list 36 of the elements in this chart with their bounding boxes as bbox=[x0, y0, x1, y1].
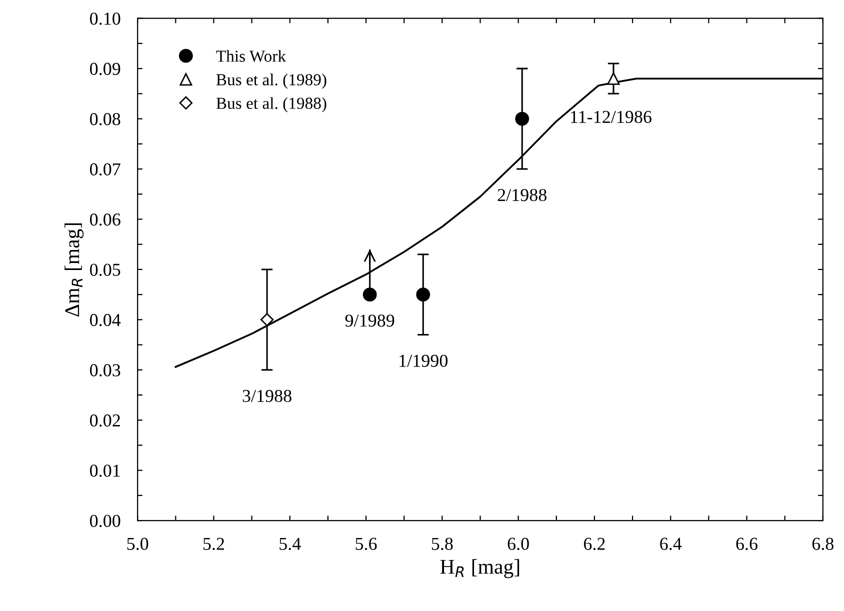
y-tick-label: 0.01 bbox=[90, 464, 120, 477]
y-tick-label: 0.08 bbox=[90, 113, 120, 126]
y-axis-title: Δm$_{R}$ [mag] bbox=[64, 223, 84, 316]
annotation: 2/1988 bbox=[498, 188, 547, 202]
y-tick-label: 0.04 bbox=[90, 314, 121, 326]
x-tick-label: 6.6 bbox=[736, 538, 758, 550]
legend-label: Bus et al. (1989) bbox=[216, 74, 326, 89]
annotation: 9/1989 bbox=[345, 314, 394, 327]
y-tick-label: 0.00 bbox=[90, 514, 120, 528]
point bbox=[607, 72, 620, 85]
x-tick-label: 5.0 bbox=[127, 538, 148, 550]
point bbox=[416, 288, 430, 302]
x-tick-label: 5.8 bbox=[432, 538, 453, 550]
annotation: 11-12/1986 bbox=[571, 110, 652, 124]
x-tick-label: 6.2 bbox=[584, 538, 605, 550]
x-tick-label: 5.6 bbox=[356, 538, 377, 550]
point bbox=[260, 313, 274, 326]
y-tick-label: 0.09 bbox=[90, 62, 120, 76]
legend-label: Bus et al. (1988) bbox=[216, 97, 326, 112]
x-tick-label: 5.4 bbox=[280, 538, 301, 550]
legend-label: This Work bbox=[216, 50, 286, 62]
y-tick-label: 0.07 bbox=[90, 163, 120, 176]
x-tick-label: 6.0 bbox=[508, 538, 529, 550]
annotation: 3/1988 bbox=[242, 390, 292, 402]
y-tick-label: 0.05 bbox=[90, 264, 120, 276]
point bbox=[362, 288, 377, 302]
point bbox=[515, 112, 530, 126]
y-tick-label: 0.10 bbox=[90, 12, 120, 25]
x-tick-label: 5.2 bbox=[203, 538, 224, 550]
y-tick-label: 0.03 bbox=[90, 364, 120, 376]
y-tick-label: 0.02 bbox=[90, 414, 120, 427]
x-tick-label: 6.4 bbox=[660, 538, 682, 550]
x-tick-label: 6.8 bbox=[812, 538, 834, 550]
annotation: 1/1990 bbox=[400, 354, 448, 367]
y-tick-label: 0.06 bbox=[90, 213, 120, 226]
x-axis-title: H$_{R}$ [mag] bbox=[440, 559, 520, 578]
